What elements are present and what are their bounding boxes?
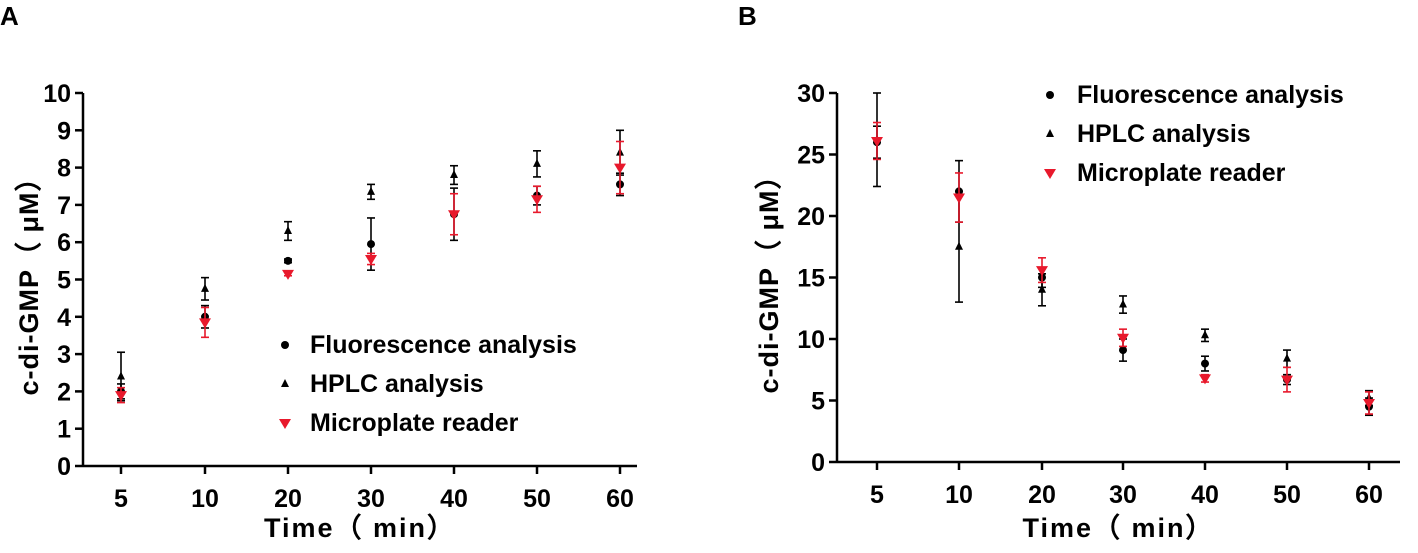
data-point: [953, 193, 965, 204]
data-point: [1199, 374, 1211, 385]
legend-marker: [281, 379, 289, 387]
x-tick-label: 20: [274, 485, 302, 513]
data-point: [871, 136, 883, 147]
data-point: [1363, 398, 1375, 409]
data-point: [117, 371, 125, 380]
x-tick-label: 30: [357, 485, 385, 513]
legend-marker: [1046, 91, 1054, 99]
y-tick-label: 10: [43, 80, 71, 108]
data-point: [284, 226, 292, 235]
legend-label: Microplate reader: [1077, 159, 1286, 187]
legend-marker: [1046, 129, 1054, 137]
y-tick-label: 3: [57, 341, 71, 369]
legend-marker: [1044, 169, 1056, 179]
series-microplate-reader: [115, 140, 626, 404]
data-point: [533, 158, 541, 167]
data-point: [199, 318, 211, 329]
y-tick-label: 7: [57, 192, 71, 220]
x-tick-label: 50: [1273, 481, 1301, 509]
x-tick-label: 5: [114, 485, 128, 513]
data-point: [365, 254, 377, 265]
data-point: [1119, 346, 1127, 355]
data-point: [1201, 330, 1209, 339]
y-tick-label: 0: [57, 453, 71, 481]
legend-label: Microplate reader: [310, 409, 519, 437]
legend-marker: [281, 341, 289, 349]
y-tick-label: 5: [57, 267, 71, 295]
x-tick-label: 10: [191, 485, 219, 513]
data-point: [955, 241, 963, 250]
data-point: [201, 283, 209, 292]
data-point: [531, 195, 543, 206]
data-point: [282, 269, 294, 280]
legend-label: HPLC analysis: [1077, 120, 1251, 148]
panel-b: B 0 5 10 15 20 25 30 5 10 20 30 40 50 60 Time（ min） c-di…: [738, 1, 1400, 543]
x-tick-label: 30: [1109, 481, 1137, 509]
x-tick-label: 5: [870, 481, 884, 509]
x-tick-label: 60: [1355, 481, 1383, 509]
y-axis-label: c-di-GMP（ μM）: [754, 161, 784, 393]
panel-label: B: [738, 1, 757, 31]
x-axis-label: Time（ min）: [264, 513, 456, 543]
data-point: [1119, 299, 1127, 308]
y-tick-label: 5: [811, 388, 825, 416]
x-tick-label: 20: [1028, 481, 1056, 509]
data-point: [367, 186, 375, 195]
data-point: [367, 240, 375, 249]
data-point: [1038, 284, 1046, 293]
data-point: [450, 170, 458, 179]
y-tick-label: 2: [57, 378, 71, 406]
y-tick-label: 15: [797, 265, 825, 293]
x-tick-label: 40: [440, 485, 468, 513]
data-point: [284, 256, 292, 265]
data-point: [448, 210, 460, 221]
data-point: [115, 391, 127, 402]
y-tick-label: 25: [797, 142, 825, 170]
x-axis-label: Time（ min）: [1022, 513, 1214, 543]
panel-label: A: [0, 1, 19, 31]
y-tick-label: 30: [797, 80, 825, 108]
series-microplate-reader: [871, 121, 1375, 415]
x-tick-label: 60: [606, 485, 634, 513]
y-tick-label: 0: [811, 449, 825, 477]
legend-label: Fluorescence analysis: [1077, 81, 1344, 109]
series-fluorescence-analysis: [117, 172, 624, 400]
y-tick-label: 4: [57, 304, 71, 332]
legend-label: HPLC analysis: [310, 370, 484, 398]
panel-a: A 0 1 2 3 4 5 6 7 8 9 10 5 10 20 30 40 50 60 Time（ min） c-di…: [0, 1, 637, 543]
y-tick-label: 8: [57, 155, 71, 183]
series-hplc-analysis: [117, 129, 624, 402]
data-point: [1201, 359, 1209, 368]
data-point: [1283, 353, 1291, 362]
legend-marker: [279, 419, 291, 429]
x-tick-label: 10: [945, 481, 973, 509]
data-point: [1117, 333, 1129, 344]
x-tick-label: 50: [523, 485, 551, 513]
y-tick-label: 10: [797, 326, 825, 354]
y-axis-label: c-di-GMP（ μM）: [14, 163, 44, 395]
data-point: [1036, 266, 1048, 277]
y-tick-label: 20: [797, 203, 825, 231]
y-tick-label: 1: [57, 416, 71, 444]
x-tick-label: 40: [1191, 481, 1219, 509]
data-point: [614, 163, 626, 174]
y-tick-label: 9: [57, 117, 71, 145]
data-point: [1281, 375, 1293, 386]
legend: Fluorescence analysis HPLC analysis Microp…: [1044, 81, 1344, 187]
legend-label: Fluorescence analysis: [310, 331, 577, 359]
legend: Fluorescence analysis HPLC analysis Microp…: [279, 331, 577, 437]
y-tick-label: 6: [57, 229, 71, 257]
